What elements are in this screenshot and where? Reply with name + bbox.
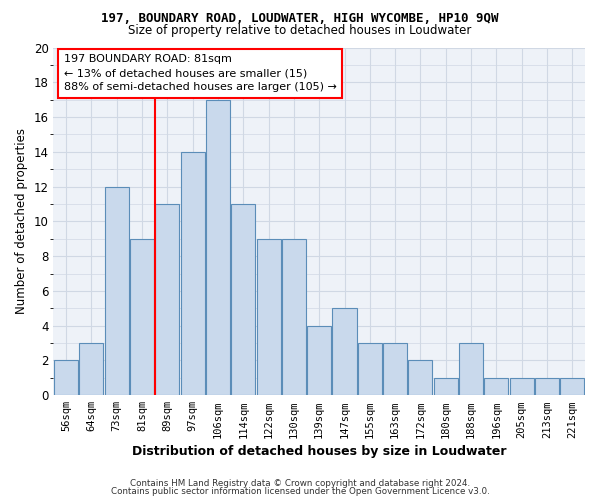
Bar (130, 238, 154, 395)
Bar (79, 343, 103, 395)
Bar (459, 343, 483, 395)
Bar (104, 186, 129, 395)
Bar (332, 308, 356, 395)
Bar (560, 378, 584, 395)
Bar (434, 378, 458, 395)
Bar (484, 378, 508, 395)
Bar (181, 152, 205, 395)
Bar (231, 204, 255, 395)
Bar (54, 360, 78, 395)
Bar (155, 204, 179, 395)
Bar (257, 238, 281, 395)
Text: Contains public sector information licensed under the Open Government Licence v3: Contains public sector information licen… (110, 487, 490, 496)
Bar (358, 343, 382, 395)
Bar (509, 378, 534, 395)
Text: 197 BOUNDARY ROAD: 81sqm
← 13% of detached houses are smaller (15)
88% of semi-d: 197 BOUNDARY ROAD: 81sqm ← 13% of detach… (64, 54, 337, 92)
Text: Size of property relative to detached houses in Loudwater: Size of property relative to detached ho… (128, 24, 472, 37)
Bar (535, 378, 559, 395)
Bar (282, 238, 306, 395)
Bar (409, 360, 433, 395)
Bar (383, 343, 407, 395)
Text: Contains HM Land Registry data © Crown copyright and database right 2024.: Contains HM Land Registry data © Crown c… (130, 478, 470, 488)
Bar (206, 100, 230, 395)
X-axis label: Distribution of detached houses by size in Loudwater: Distribution of detached houses by size … (132, 444, 506, 458)
Y-axis label: Number of detached properties: Number of detached properties (15, 128, 28, 314)
Bar (307, 326, 331, 395)
Text: 197, BOUNDARY ROAD, LOUDWATER, HIGH WYCOMBE, HP10 9QW: 197, BOUNDARY ROAD, LOUDWATER, HIGH WYCO… (101, 12, 499, 26)
